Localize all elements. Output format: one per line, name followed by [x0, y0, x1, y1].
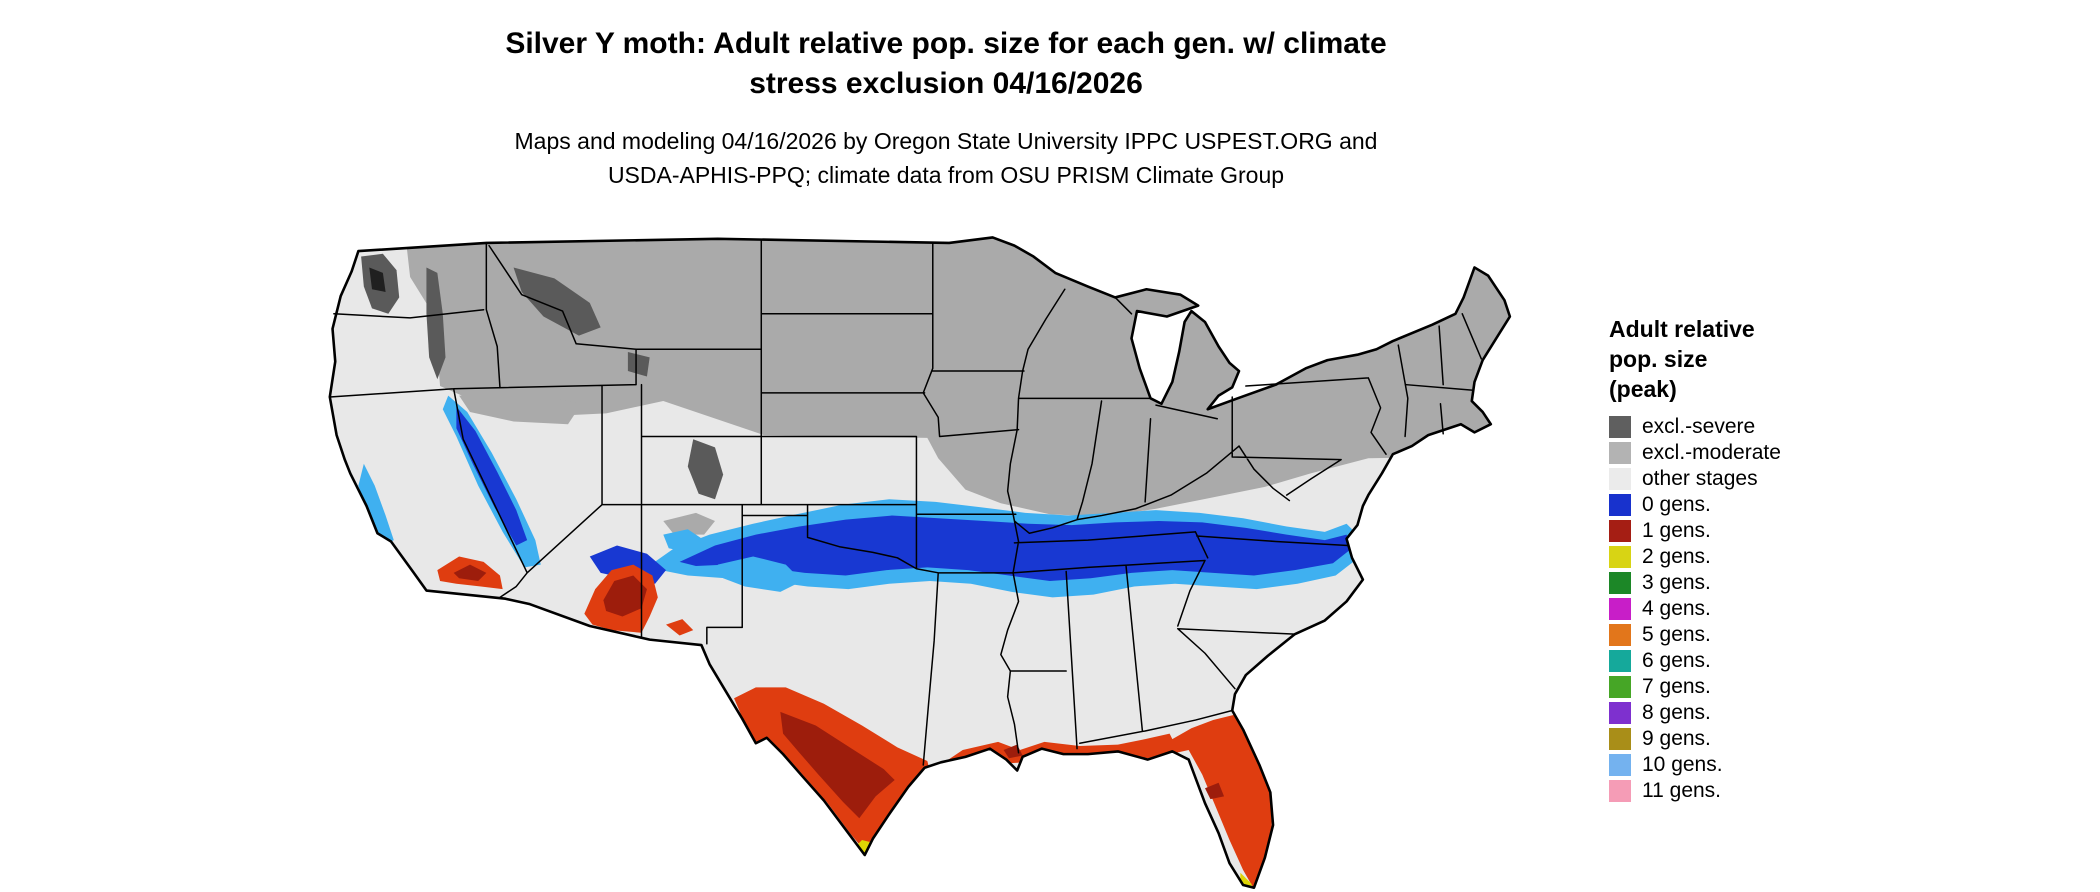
legend-item-label: 8 gens. [1642, 701, 1711, 724]
legend-item: 6 gens. [1609, 648, 1929, 674]
legend-item-label: 6 gens. [1642, 649, 1711, 672]
legend-item: 4 gens. [1609, 596, 1929, 622]
legend: Adult relative pop. size (peak) excl.-se… [1609, 314, 1929, 804]
legend-swatch [1609, 624, 1631, 646]
legend-swatch [1609, 442, 1631, 464]
legend-title-line2: pop. size [1609, 346, 1708, 372]
legend-swatch [1609, 572, 1631, 594]
legend-item: 7 gens. [1609, 674, 1929, 700]
map-fill-layers [329, 237, 1510, 888]
legend-item-label: 3 gens. [1642, 571, 1711, 594]
legend-item: 3 gens. [1609, 570, 1929, 596]
region-excl-severe-yellowstone [627, 351, 650, 377]
legend-item: 2 gens. [1609, 544, 1929, 570]
state-borders [329, 239, 1483, 766]
legend-title-line3: (peak) [1609, 376, 1677, 402]
legend-swatch [1609, 520, 1631, 542]
region-excl-severe-oregon-cascades [426, 267, 446, 380]
legend-item-label: 4 gens. [1642, 597, 1711, 620]
map-title-line2: stress exclusion 04/16/2026 [749, 67, 1143, 100]
map-subtitle: Maps and modeling 04/16/2026 by Oregon S… [0, 124, 1892, 192]
legend-swatch [1609, 702, 1631, 724]
legend-item: 11 gens. [1609, 778, 1929, 804]
legend-swatch [1609, 676, 1631, 698]
legend-swatch [1609, 728, 1631, 750]
legend-item: 9 gens. [1609, 726, 1929, 752]
map-subtitle-line1: Maps and modeling 04/16/2026 by Oregon S… [514, 128, 1378, 154]
legend-swatch [1609, 780, 1631, 802]
legend-items: excl.-severe excl.-moderate other stages 0 … [1609, 414, 1929, 804]
region-gen0-light-ca-coast [358, 463, 394, 546]
legend-item: 8 gens. [1609, 700, 1929, 726]
legend-item-label: 10 gens. [1642, 753, 1723, 776]
region-excl-severe-colorado [687, 439, 724, 500]
legend-item: 5 gens. [1609, 622, 1929, 648]
legend-item-label: excl.-moderate [1642, 441, 1781, 464]
legend-item: excl.-moderate [1609, 440, 1929, 466]
us-outline [328, 236, 1512, 890]
legend-item: 10 gens. [1609, 752, 1929, 778]
legend-item: 0 gens. [1609, 492, 1929, 518]
legend-swatch [1609, 468, 1631, 490]
legend-swatch [1609, 754, 1631, 776]
legend-item-label: 1 gens. [1642, 519, 1711, 542]
region-excl-moderate-nevada [459, 392, 582, 425]
legend-item-label: excl.-severe [1642, 415, 1756, 438]
region-gen0-light-west-texas [717, 556, 803, 592]
legend-item-label: 9 gens. [1642, 727, 1711, 750]
legend-title: Adult relative pop. size (peak) [1609, 314, 1929, 404]
region-excl-severe-washington-core [369, 267, 386, 292]
map-title-line1: Silver Y moth: Adult relative pop. size … [505, 27, 1387, 60]
legend-item: 1 gens. [1609, 518, 1929, 544]
legend-title-line1: Adult relative [1609, 316, 1755, 342]
legend-item-label: 7 gens. [1642, 675, 1711, 698]
legend-item-label: 2 gens. [1642, 545, 1711, 568]
region-gen1-dark-california [453, 564, 487, 581]
legend-swatch [1609, 598, 1631, 620]
region-excl-moderate-highlands [663, 512, 715, 535]
legend-swatch [1609, 546, 1631, 568]
region-gen0-light-nm [663, 529, 705, 554]
region-gen0-sierra [456, 406, 528, 546]
region-gen1-dark-texas [780, 711, 895, 819]
region-gen1-florida [1164, 714, 1272, 888]
region-excl-severe-idaho-montana [513, 267, 601, 336]
legend-item: excl.-severe [1609, 414, 1929, 440]
region-gen1-dark-florida [1205, 782, 1225, 800]
legend-item-label: other stages [1642, 467, 1758, 490]
map-subtitle-line2: USDA-APHIS-PPQ; climate data from OSU PR… [607, 162, 1285, 188]
map-title: Silver Y moth: Adult relative pop. size … [0, 24, 1892, 104]
region-gen1-panhandle [1117, 733, 1178, 759]
legend-item-label: 11 gens. [1642, 779, 1722, 802]
legend-item: other stages [1609, 466, 1929, 492]
us-map [328, 236, 1512, 890]
region-gen1-new-mexico [666, 619, 694, 636]
legend-swatch [1609, 650, 1631, 672]
legend-swatch [1609, 416, 1631, 438]
legend-item-label: 0 gens. [1642, 493, 1711, 516]
region-gen1-dark-arizona [603, 575, 647, 617]
region-gen0-band [679, 515, 1352, 581]
legend-item-label: 5 gens. [1642, 623, 1711, 646]
legend-swatch [1609, 494, 1631, 516]
